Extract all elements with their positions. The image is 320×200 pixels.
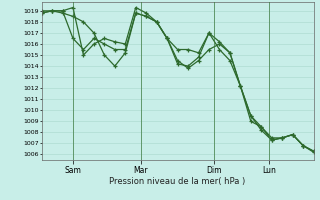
X-axis label: Pression niveau de la mer( hPa ): Pression niveau de la mer( hPa ) [109,177,246,186]
